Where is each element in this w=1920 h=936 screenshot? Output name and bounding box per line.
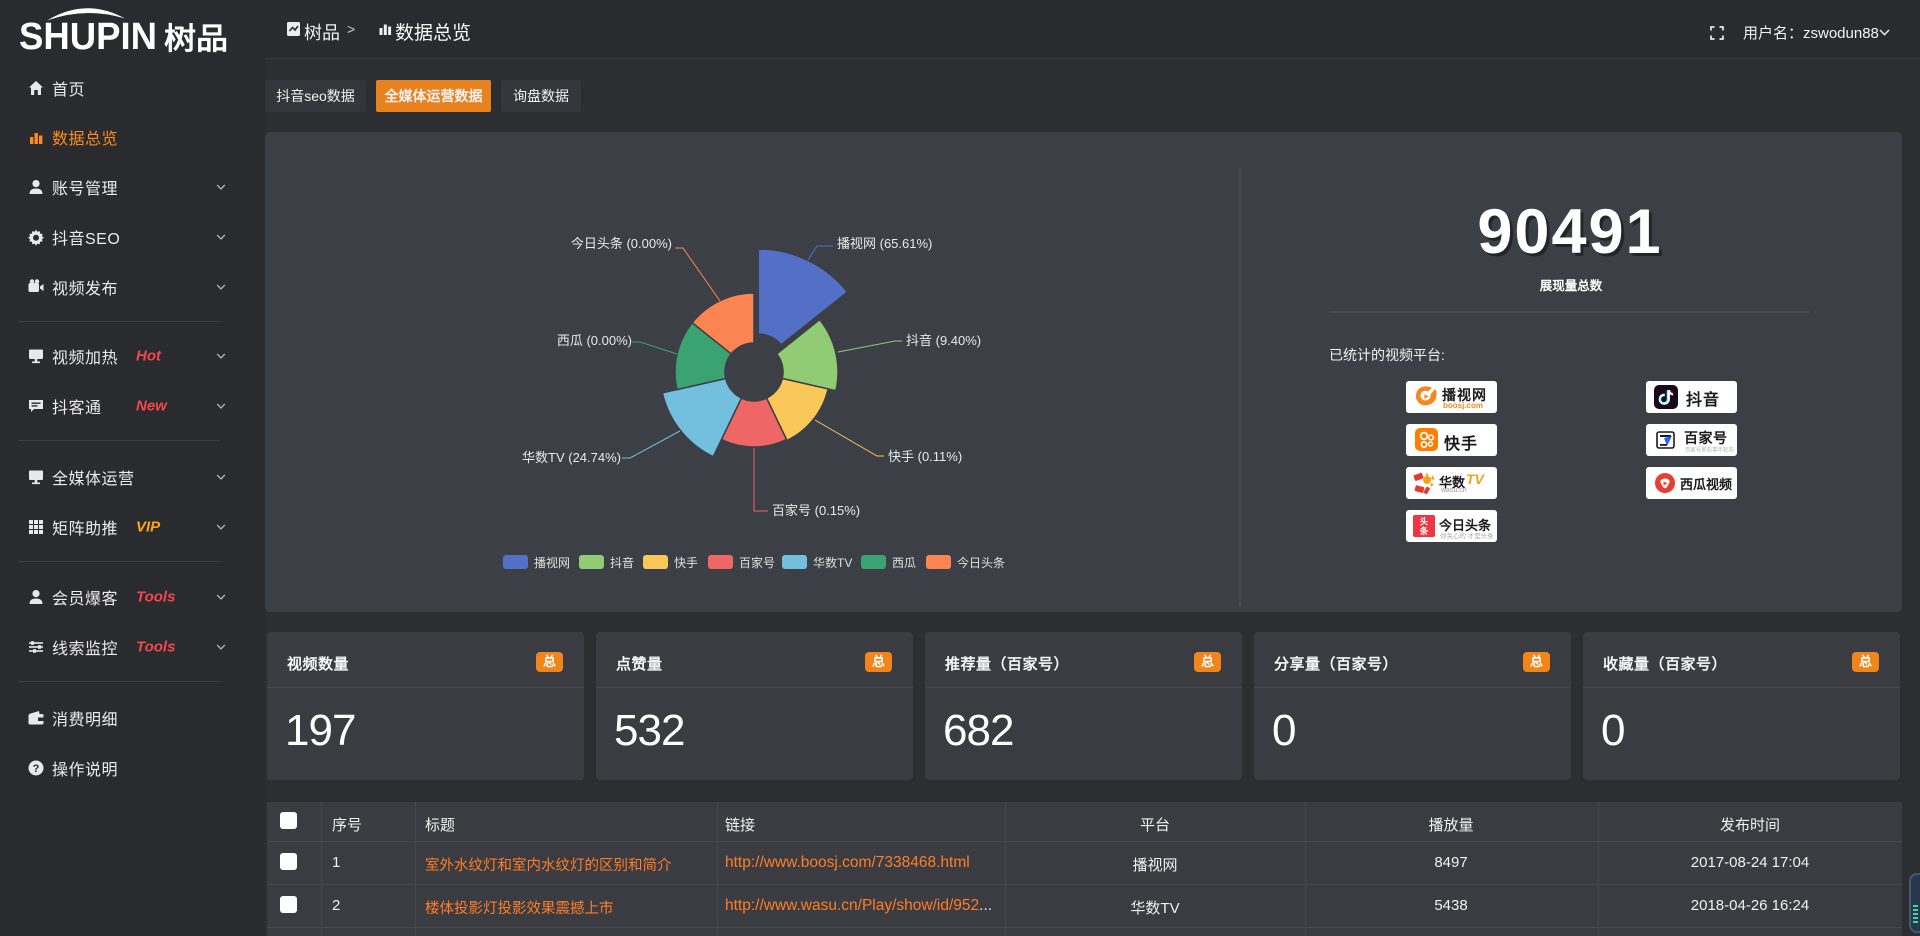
svg-text:快手 (0.11%): 快手 (0.11%) (888, 449, 962, 464)
svg-text:西瓜: 西瓜 (892, 556, 916, 570)
svg-text:今日头条 (0.00%): 今日头条 (0.00%) (571, 236, 672, 251)
svg-text:今日头条: 今日头条 (957, 555, 1005, 570)
svg-text:SHUPIN: SHUPIN (19, 16, 157, 58)
svg-text:抖音: 抖音 (610, 555, 634, 570)
svg-text:条: 条 (1420, 526, 1429, 536)
svg-text:树品: 树品 (164, 23, 228, 56)
svg-text:90491: 90491 (1480, 200, 1665, 270)
svg-text:西瓜 (0.00%): 西瓜 (0.00%) (557, 333, 632, 348)
svg-text:百家号: 百家号 (739, 555, 775, 570)
svg-text:快手: 快手 (674, 556, 698, 570)
svg-text:百家号 (0.15%): 百家号 (0.15%) (772, 503, 860, 518)
svg-text:展现量总数: 展现量总数 (1540, 278, 1603, 293)
svg-text:华数TV: 华数TV (813, 555, 852, 570)
svg-text:已统计的视频平台:: 已统计的视频平台: (1329, 347, 1445, 363)
svg-text:抖音 (9.40%): 抖音 (9.40%) (906, 333, 981, 348)
svg-text:播视网: 播视网 (534, 555, 570, 570)
svg-text:华数TV (24.74%): 华数TV (24.74%) (522, 450, 621, 465)
svg-text:?: ? (33, 763, 40, 775)
svg-text:头: 头 (1420, 517, 1429, 527)
svg-text:90491: 90491 (1477, 197, 1662, 267)
svg-text:播视网 (65.61%): 播视网 (65.61%) (837, 236, 932, 251)
